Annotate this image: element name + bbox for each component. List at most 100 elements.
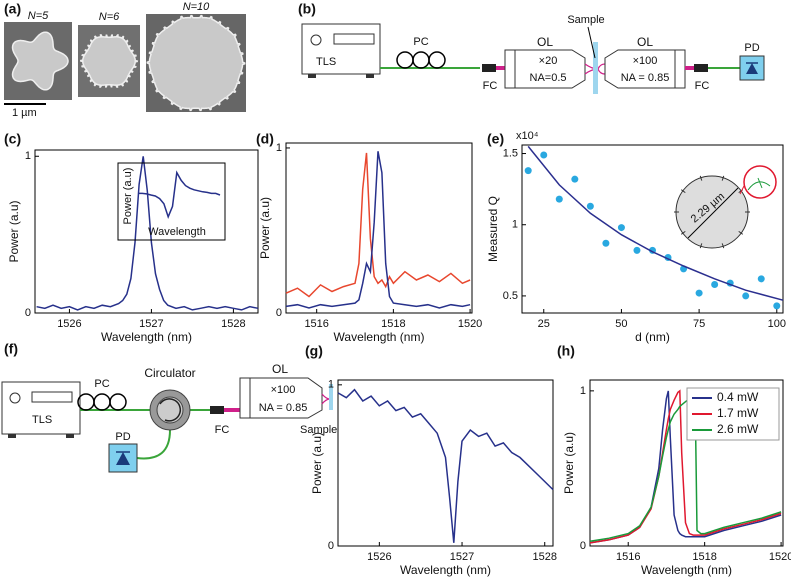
axes-frame xyxy=(34,149,259,314)
sample-label: Sample xyxy=(300,424,337,436)
circulator-label: Circulator xyxy=(144,366,195,380)
point xyxy=(773,302,781,310)
point xyxy=(617,224,625,232)
ol-mag: ×100 xyxy=(633,55,658,67)
y-tick-label: 0 xyxy=(328,540,334,552)
y-axis-label: Power (a.u) xyxy=(7,200,21,262)
tls xyxy=(301,23,381,75)
pc-loop xyxy=(412,51,430,69)
fc-label: FC xyxy=(215,424,230,436)
ol-na: NA = 0.85 xyxy=(621,72,670,84)
diode xyxy=(746,63,758,74)
multiplier: x10⁴ xyxy=(516,130,539,142)
diode xyxy=(116,452,130,465)
y-tick-label: 0.5 xyxy=(503,290,518,302)
inset-xlabel: Wavelength xyxy=(148,226,206,238)
point xyxy=(742,292,750,300)
x-tick-label: 1520 xyxy=(458,318,482,330)
point xyxy=(602,239,610,247)
foot xyxy=(308,74,316,78)
tls-label: TLS xyxy=(316,56,336,68)
line xyxy=(285,152,471,298)
line xyxy=(589,392,782,543)
fc xyxy=(210,406,224,414)
beam xyxy=(321,393,331,405)
y-tick-label: 1 xyxy=(580,385,586,397)
x-tick-label: 1526 xyxy=(367,551,391,563)
ol-na: NA=0.5 xyxy=(530,72,567,84)
panel-label: (g) xyxy=(305,343,323,359)
pc-loop xyxy=(396,51,414,69)
ol-na: NA = 0.85 xyxy=(259,402,308,414)
knob xyxy=(9,392,21,404)
x-tick-label: 75 xyxy=(693,318,705,330)
sample xyxy=(329,384,333,410)
x-tick-label: 1528 xyxy=(532,551,556,563)
line xyxy=(589,389,782,544)
axes-frame xyxy=(589,379,784,547)
inset-line xyxy=(138,170,221,219)
disk-notch xyxy=(680,230,686,235)
y-tick-label: 0 xyxy=(276,307,282,319)
x-axis-label: Wavelength (nm) xyxy=(334,330,425,344)
legend-entry: 1.7 mW xyxy=(717,406,759,420)
x-tick-label: 25 xyxy=(538,318,550,330)
objective xyxy=(239,377,323,419)
point xyxy=(524,167,532,175)
sem-shape xyxy=(146,14,246,112)
fc-label: FC xyxy=(695,80,710,92)
fc xyxy=(685,66,694,70)
ol-label: OL xyxy=(637,35,653,49)
y-tick-label: 1.5 xyxy=(503,147,518,159)
x-tick-label: 1516 xyxy=(616,551,640,563)
point xyxy=(571,175,579,183)
disk-notch xyxy=(738,230,744,235)
point xyxy=(586,202,594,210)
caption: N=5 xyxy=(28,10,49,22)
point xyxy=(633,246,641,254)
zoom-detail xyxy=(747,177,771,191)
sem-shapes xyxy=(11,14,246,112)
pc-label: PC xyxy=(94,378,109,390)
panel-label: (d) xyxy=(256,131,274,147)
sample xyxy=(593,42,598,94)
y-axis-label: Power (a.u) xyxy=(310,432,324,494)
tls xyxy=(1,381,81,435)
point xyxy=(711,281,719,289)
disk-notch xyxy=(680,189,686,194)
y-tick-label: 1 xyxy=(276,142,282,154)
y-tick-label: 1 xyxy=(328,379,334,391)
line xyxy=(285,151,471,309)
x-tick-label: 1520 xyxy=(769,551,791,563)
point xyxy=(695,289,703,297)
axes-frame xyxy=(285,142,473,314)
fc xyxy=(482,64,496,72)
panel-label: (b) xyxy=(298,1,316,17)
panel-label: (e) xyxy=(487,131,504,147)
objective xyxy=(504,49,586,89)
foot xyxy=(366,74,374,78)
point xyxy=(540,151,548,159)
ol-mag: ×100 xyxy=(271,384,296,396)
y-axis-label: Power (a.u) xyxy=(258,197,272,259)
diameter xyxy=(687,187,739,239)
pc-loop xyxy=(428,51,446,69)
x-axis-label: Wavelength (nm) xyxy=(641,563,732,577)
y-tick-label: 0 xyxy=(580,540,586,552)
point xyxy=(555,195,563,203)
point xyxy=(757,275,765,283)
axes-frame xyxy=(337,379,554,547)
display xyxy=(333,33,375,45)
display xyxy=(31,391,73,403)
inset-frame xyxy=(117,162,226,241)
ol-label: OL xyxy=(537,35,553,49)
circulator-arrow xyxy=(159,398,182,422)
knob xyxy=(310,34,322,46)
fc xyxy=(496,66,505,70)
pc-label: PC xyxy=(413,36,428,48)
inset-ylabel: Power (a.u) xyxy=(122,168,134,225)
y-axis-label: Power (a.u) xyxy=(562,432,576,494)
x-tick-label: 50 xyxy=(615,318,627,330)
legend-entry: 0.4 mW xyxy=(717,390,759,404)
